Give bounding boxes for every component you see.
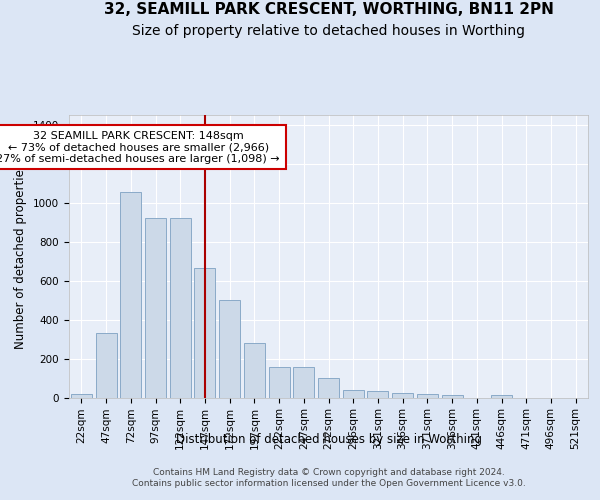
Text: 32, SEAMILL PARK CRESCENT, WORTHING, BN11 2PN: 32, SEAMILL PARK CRESCENT, WORTHING, BN1… (104, 2, 554, 18)
Bar (145, 218, 166, 398)
Bar (343, 390, 364, 398)
Text: 32 SEAMILL PARK CRESCENT: 148sqm
← 73% of detached houses are smaller (2,966)
27: 32 SEAMILL PARK CRESCENT: 148sqm ← 73% o… (0, 130, 280, 164)
Bar (442, 394, 463, 398)
Bar (120, 192, 141, 398)
Bar (491, 394, 512, 398)
Text: Size of property relative to detached houses in Worthing: Size of property relative to detached ho… (133, 24, 526, 38)
Bar (95, 333, 116, 398)
Text: Distribution of detached houses by size in Worthing: Distribution of detached houses by size … (176, 432, 482, 446)
Bar (71, 394, 92, 398)
Bar (392, 392, 413, 398)
Bar (367, 390, 388, 398)
Bar (170, 218, 191, 398)
Bar (244, 343, 265, 398)
Bar (194, 268, 215, 398)
Text: Contains HM Land Registry data © Crown copyright and database right 2024.
Contai: Contains HM Land Registry data © Crown c… (132, 468, 526, 487)
Y-axis label: Number of detached properties: Number of detached properties (14, 163, 28, 350)
Bar (269, 368, 290, 398)
Bar (318, 378, 339, 398)
Bar (293, 368, 314, 398)
Bar (417, 394, 438, 398)
Bar (219, 300, 240, 398)
